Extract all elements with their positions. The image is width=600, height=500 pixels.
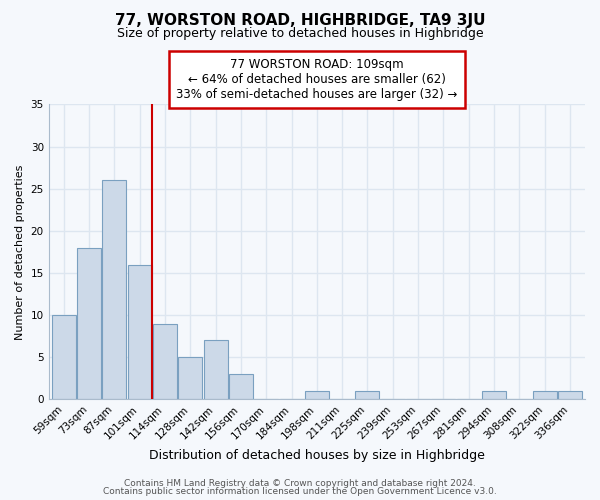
Bar xyxy=(482,391,506,400)
Bar xyxy=(128,264,152,400)
Bar xyxy=(558,391,582,400)
Text: Contains HM Land Registry data © Crown copyright and database right 2024.: Contains HM Land Registry data © Crown c… xyxy=(124,478,476,488)
Bar xyxy=(153,324,177,400)
Text: Contains public sector information licensed under the Open Government Licence v3: Contains public sector information licen… xyxy=(103,487,497,496)
Bar xyxy=(229,374,253,400)
X-axis label: Distribution of detached houses by size in Highbridge: Distribution of detached houses by size … xyxy=(149,450,485,462)
Bar xyxy=(103,180,127,400)
Text: Size of property relative to detached houses in Highbridge: Size of property relative to detached ho… xyxy=(116,28,484,40)
Bar xyxy=(178,358,202,400)
Bar xyxy=(533,391,557,400)
Y-axis label: Number of detached properties: Number of detached properties xyxy=(15,164,25,340)
Bar xyxy=(355,391,379,400)
Bar xyxy=(203,340,227,400)
Text: 77, WORSTON ROAD, HIGHBRIDGE, TA9 3JU: 77, WORSTON ROAD, HIGHBRIDGE, TA9 3JU xyxy=(115,12,485,28)
Bar xyxy=(305,391,329,400)
Bar xyxy=(52,315,76,400)
Bar xyxy=(77,248,101,400)
Text: 77 WORSTON ROAD: 109sqm
← 64% of detached houses are smaller (62)
33% of semi-de: 77 WORSTON ROAD: 109sqm ← 64% of detache… xyxy=(176,58,458,102)
